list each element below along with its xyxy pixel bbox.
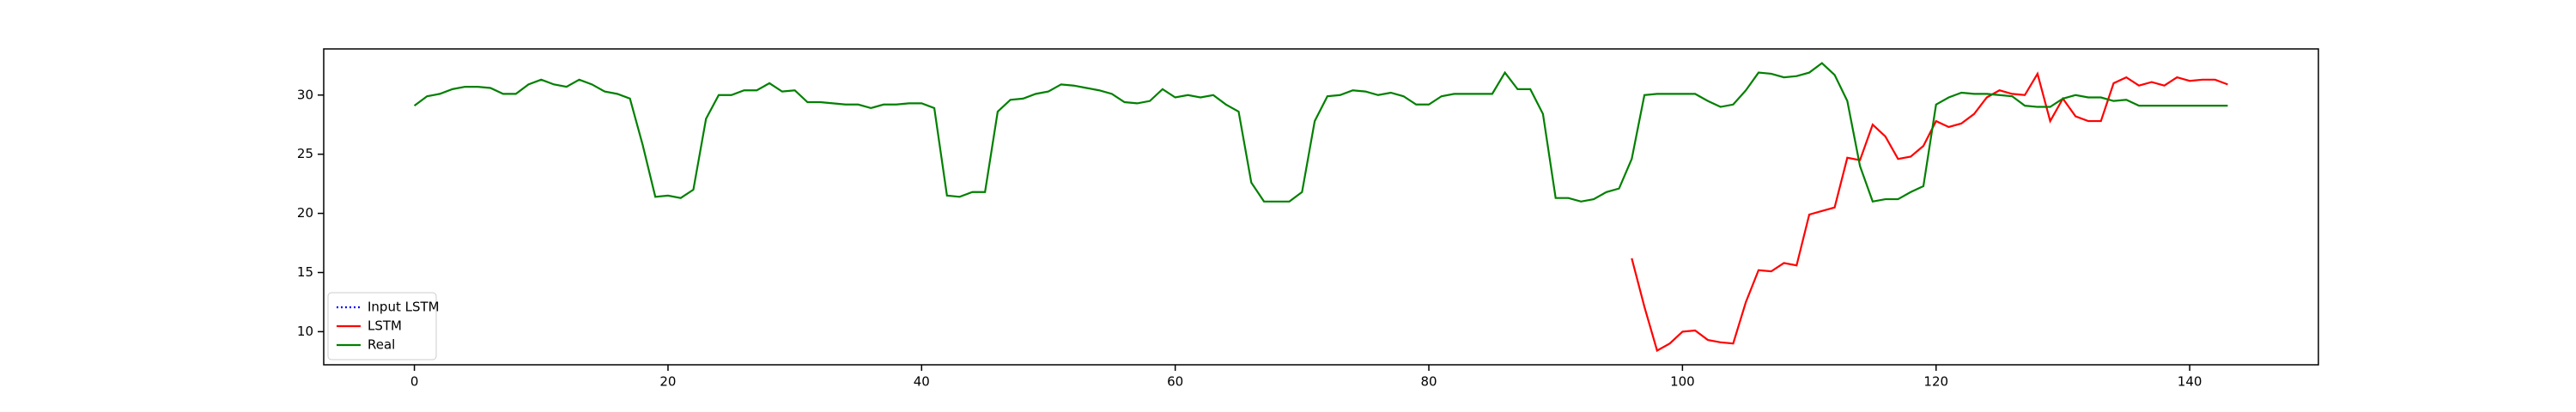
legend-label: Real <box>368 337 395 353</box>
y-tick-label: 10 <box>297 324 313 339</box>
x-tick-label: 20 <box>659 374 676 390</box>
legend-box <box>327 292 437 360</box>
x-tick-label: 60 <box>1167 374 1183 390</box>
data-line <box>1631 71 2228 353</box>
plot-frame <box>323 48 2319 366</box>
x-tick-label: 80 <box>1420 374 1437 390</box>
y-tick-label: 30 <box>297 87 313 102</box>
x-tick-label: 0 <box>410 374 419 390</box>
y-tick-label: 15 <box>297 264 313 280</box>
x-tick-label: 140 <box>2178 374 2202 390</box>
y-tick-label: 20 <box>297 205 313 221</box>
x-tick-label: 100 <box>1670 374 1695 390</box>
y-tick-label: 25 <box>297 146 313 161</box>
legend-label: Input LSTM <box>368 300 440 315</box>
data-line <box>413 62 2228 203</box>
legend-label: LSTM <box>368 318 402 334</box>
x-tick-label: 120 <box>1923 374 1948 390</box>
x-tick-label: 40 <box>914 374 930 390</box>
